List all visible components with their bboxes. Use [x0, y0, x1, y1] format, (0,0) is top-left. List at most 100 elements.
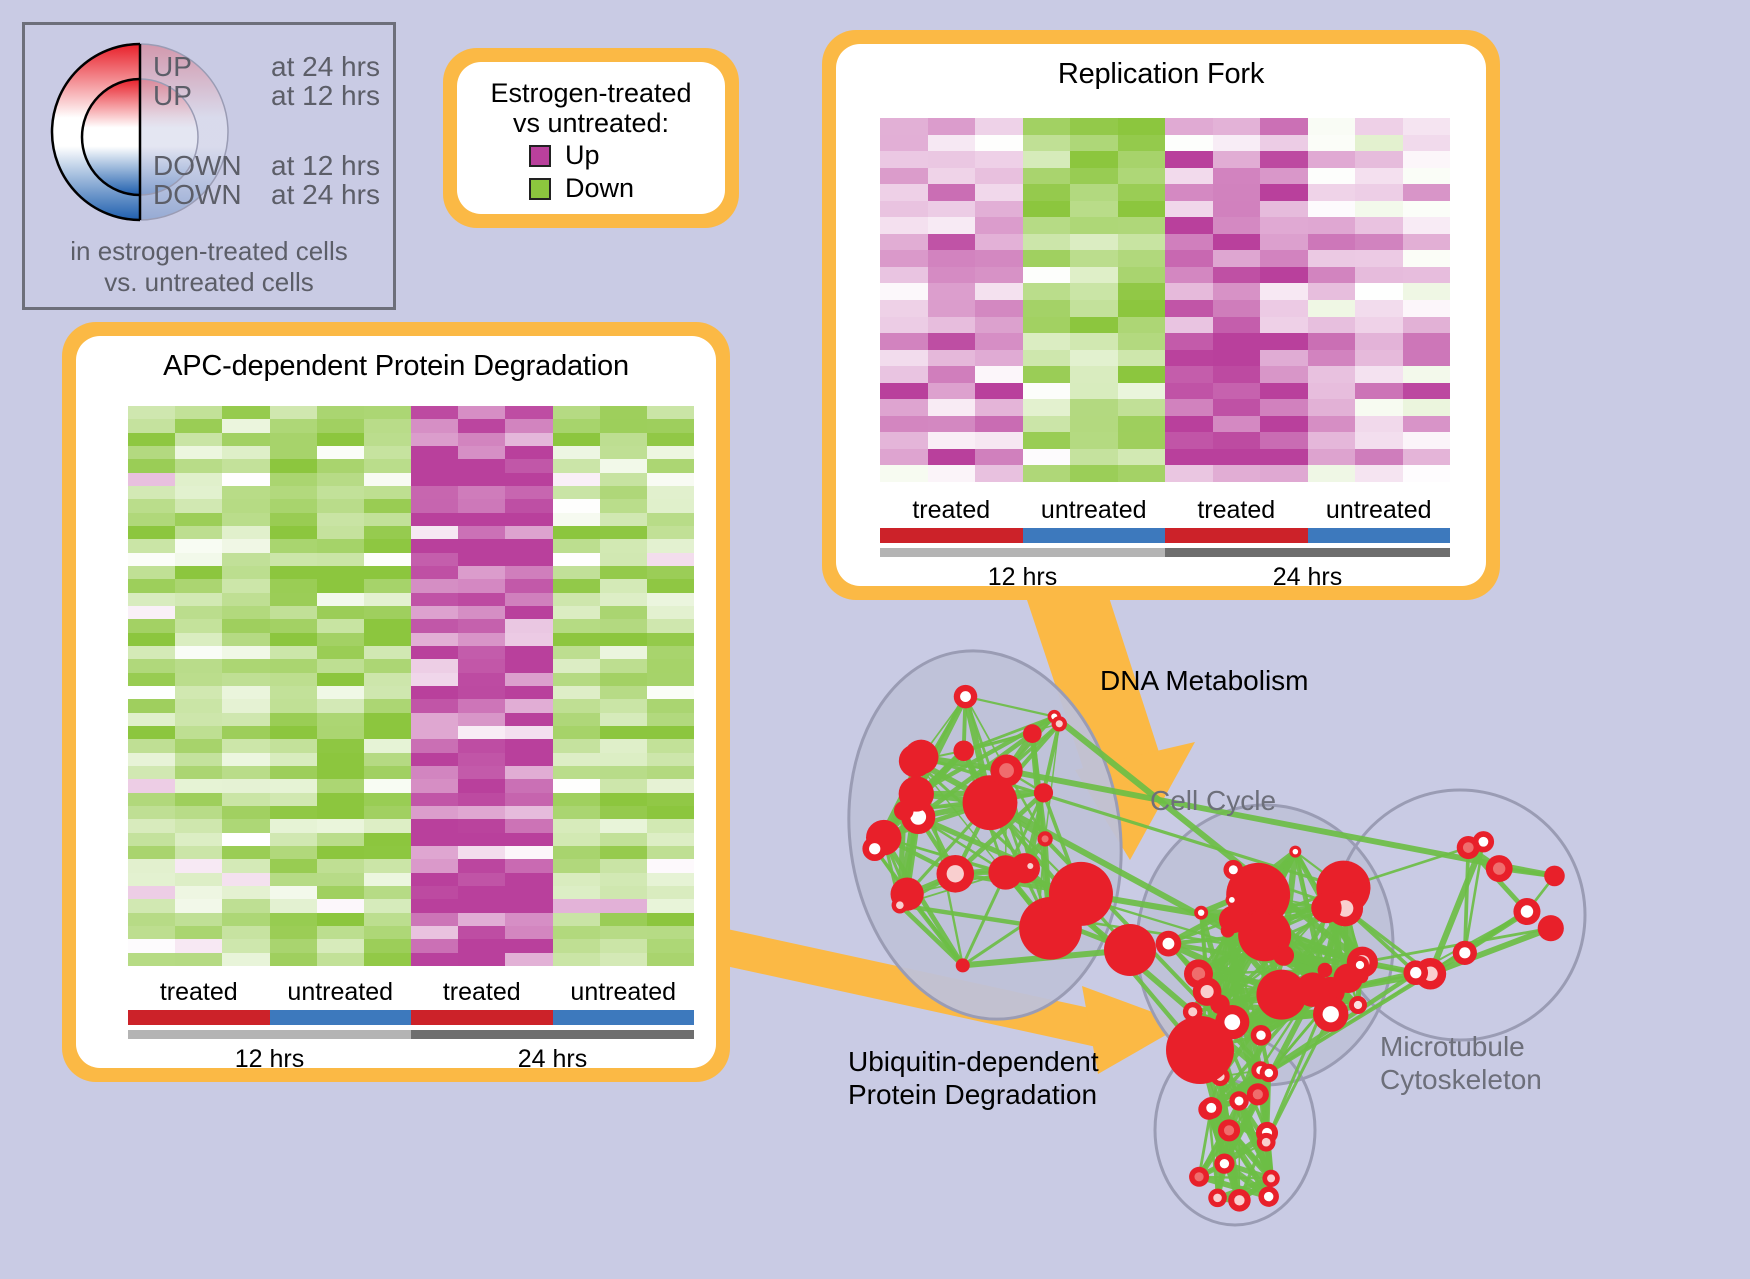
- heatmap-cell: [1022, 349, 1070, 367]
- heatmap-cell: [1165, 333, 1213, 350]
- heatmap-cell: [1260, 448, 1308, 466]
- heatmap-cell: [458, 459, 506, 473]
- network-node-core: [910, 809, 927, 825]
- heatmap-cell: [316, 819, 364, 833]
- heatmap-cell: [458, 685, 506, 700]
- heatmap-cell: [458, 419, 506, 433]
- heatmap-cell: [1402, 167, 1450, 185]
- heatmap-cell: [1307, 134, 1355, 152]
- heatmap-cell: [646, 592, 694, 606]
- heatmap-cell: [316, 899, 364, 913]
- heatmap-cell: [363, 792, 411, 806]
- heatmap-cell: [222, 872, 270, 886]
- heatmap-cell: [646, 632, 694, 646]
- heatmap-cell: [1212, 266, 1260, 284]
- panel-replication-fork: Replication Fork treated untreated treat…: [822, 30, 1500, 600]
- heatmap-cell: [505, 579, 553, 593]
- heatmap-cell: [128, 952, 176, 966]
- heatmap-cell: [316, 725, 364, 740]
- heatmap-cell: [411, 779, 459, 793]
- heatmap-cell: [646, 565, 694, 580]
- heatmap-cell: [1212, 382, 1260, 400]
- network-edge: [1028, 791, 1046, 868]
- heatmap-cell: [269, 885, 317, 900]
- heatmap-cell: [363, 459, 411, 473]
- heatmap-cell: [1260, 366, 1308, 383]
- heatmap-cell: [975, 233, 1023, 251]
- heatmap-cell: [316, 459, 364, 473]
- heatmap-cell: [363, 485, 411, 500]
- panel-apc-dependent-protein-degradation: APC-dependent Protein Degradation treate…: [62, 322, 730, 1082]
- heatmap-cell: [1212, 299, 1260, 317]
- heatmap-cell: [880, 299, 928, 317]
- heatmap-cell: [975, 134, 1023, 152]
- heatmap-cell: [1402, 134, 1450, 152]
- heatmap-cell: [175, 592, 223, 606]
- heatmap-cell: [411, 725, 459, 740]
- heatmap-cell: [599, 419, 647, 433]
- heatmap-cell: [1070, 151, 1118, 168]
- heatmap-cell: [411, 805, 459, 820]
- heatmap-cell: [599, 579, 647, 593]
- heatmap-cell: [1070, 432, 1118, 449]
- heatmap-cell: [599, 499, 647, 513]
- heatmap-cell: [222, 845, 270, 860]
- heatmap-cell: [552, 925, 600, 940]
- heatmap-cell: [975, 432, 1023, 449]
- heatmap-cell: [1165, 382, 1213, 400]
- heatmap-cell: [505, 739, 553, 753]
- group-label: untreated: [287, 978, 394, 1006]
- heatmap-cell: [505, 619, 553, 633]
- heatmap-cell: [1355, 366, 1403, 383]
- heatmap-cell: [927, 448, 975, 466]
- heatmap-cell: [363, 579, 411, 593]
- heatmap-cell: [175, 765, 223, 780]
- heatmap-cell: [222, 925, 270, 940]
- network-node-core: [869, 843, 881, 855]
- heatmap-cell: [128, 872, 176, 886]
- heatmap-cell: [1117, 151, 1165, 168]
- heatmap-cell: [458, 632, 506, 646]
- heatmap-cell: [269, 512, 317, 526]
- heatmap-cell: [552, 872, 600, 886]
- heatmap-cell: [363, 499, 411, 513]
- heatmap-cell: [552, 765, 600, 780]
- heatmap-cell: [646, 552, 694, 566]
- heatmap-cell: [1355, 465, 1403, 482]
- heatmap-cell: [1165, 415, 1213, 433]
- heatmap-cell: [552, 792, 600, 806]
- group-label: treated: [1197, 496, 1276, 524]
- heatmap-cell: [363, 525, 411, 540]
- heatmap-cell: [458, 899, 506, 913]
- heatmap-cell: [363, 832, 411, 846]
- group-label: treated: [442, 978, 521, 1006]
- network-node: [1022, 724, 1042, 743]
- heatmap-cell: [646, 712, 694, 726]
- heatmap-cell: [1355, 217, 1403, 234]
- heatmap-cell: [552, 552, 600, 566]
- heatmap-cell: [128, 685, 176, 700]
- heatmap-cell: [411, 952, 459, 966]
- cluster-label-dna-metabolism: DNA Metabolism: [1100, 665, 1309, 696]
- heatmap-cell: [269, 899, 317, 913]
- network-node-core: [1041, 835, 1049, 843]
- heatmap-cell: [975, 266, 1023, 284]
- heatmap-cell: [1165, 167, 1213, 185]
- heatmap-cell: [1212, 316, 1260, 334]
- heatmap-cell: [646, 406, 694, 420]
- network-edge: [1209, 1106, 1273, 1181]
- heatmap-cell: [1165, 283, 1213, 300]
- heatmap-cell: [316, 485, 364, 500]
- heatmap-cell: [599, 619, 647, 633]
- heatmap-cell: [505, 752, 553, 766]
- network-node-core: [1520, 905, 1534, 918]
- heatmap-cell: [1307, 167, 1355, 185]
- heatmap-cell: [1165, 465, 1213, 482]
- heatmap-cell: [316, 592, 364, 606]
- heatmap-cell: [1260, 316, 1308, 334]
- heatmap-cell: [175, 792, 223, 806]
- heatmap-cell: [411, 406, 459, 420]
- heatmap-cell: [646, 792, 694, 806]
- heatmap-cell: [458, 499, 506, 513]
- heatmap-cell: [458, 432, 506, 446]
